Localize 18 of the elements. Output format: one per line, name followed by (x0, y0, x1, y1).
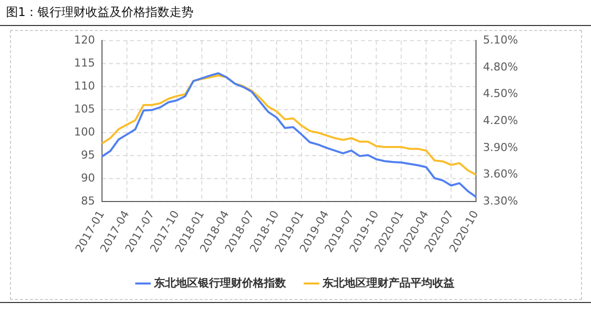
y2-tick-label: 3.90% (483, 140, 518, 154)
y-tick-label: 120 (74, 33, 95, 46)
y-tick-label: 110 (74, 79, 95, 92)
legend-label: 东北地区银行理财价格指数 (153, 276, 287, 290)
y-tick-label: 105 (74, 102, 95, 116)
y-tick-label: 90 (80, 171, 95, 184)
y2-tick-label: 4.80% (483, 60, 518, 74)
y2-tick-label: 3.60% (483, 168, 518, 181)
legend-label: 东北地区理财产品平均收益 (322, 276, 454, 290)
chart-title: 图1：银行理财收益及价格指数走势 (0, 0, 591, 26)
y2-tick-label: 4.20% (483, 114, 518, 127)
y2-tick-label: 4.50% (483, 87, 518, 100)
y-tick-label: 85 (80, 194, 95, 208)
y-tick-label: 95 (80, 148, 95, 162)
y-tick-label: 100 (74, 125, 95, 138)
y-tick-label: 115 (74, 56, 95, 70)
y2-tick-label: 5.10% (483, 33, 518, 46)
y2-tick-label: 3.30% (483, 194, 518, 208)
